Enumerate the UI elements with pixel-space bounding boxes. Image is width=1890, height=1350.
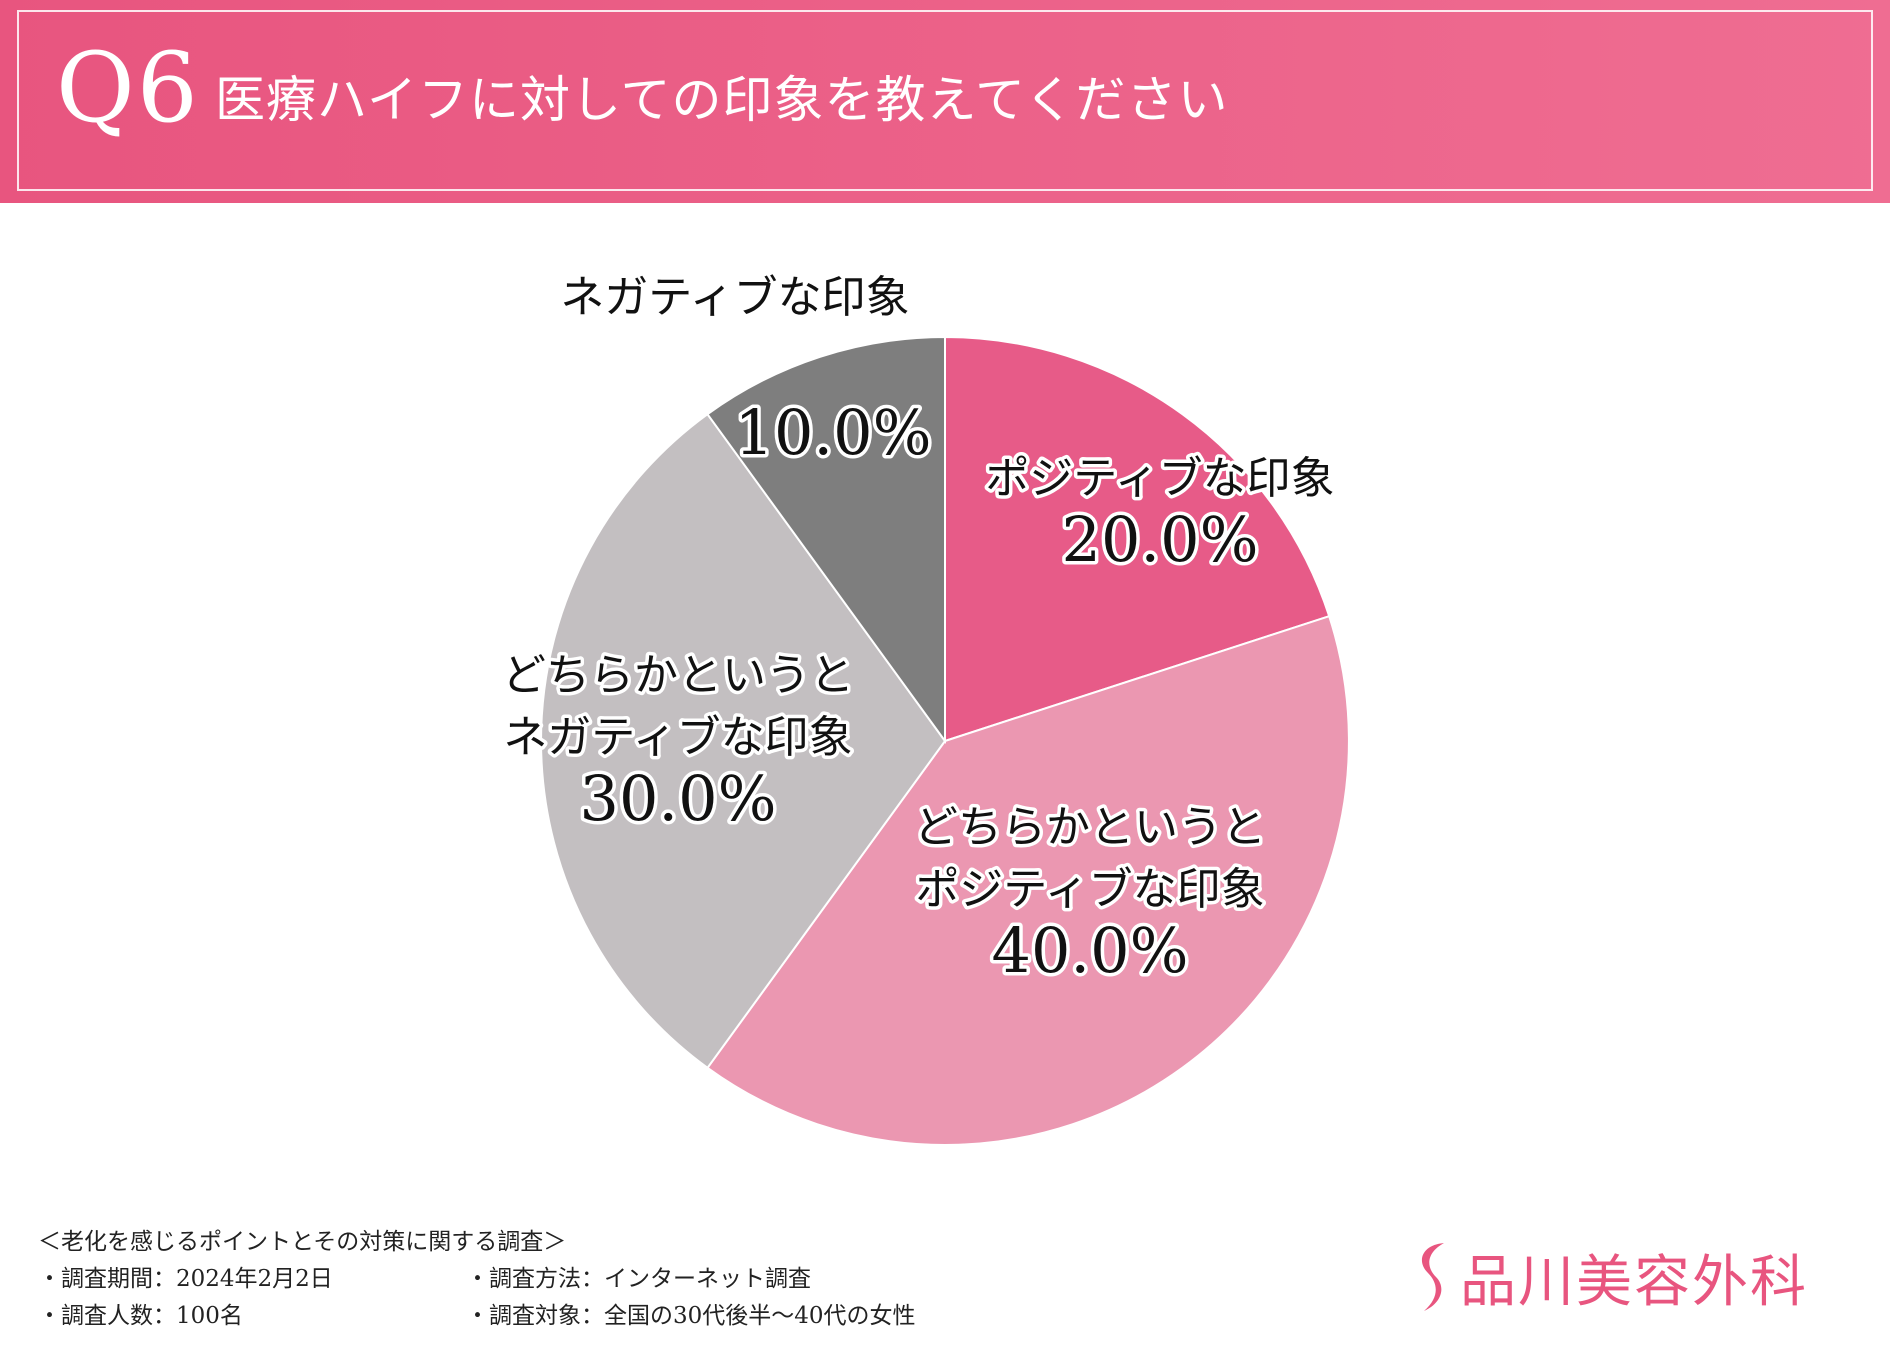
pie-slice — [706, 614, 1350, 1146]
header-banner: Q6 医療ハイフに対しての印象を教えてください — [0, 0, 1890, 203]
slice-value-label: 40.0% — [992, 914, 1189, 987]
slice-value-label: 20.0% — [1062, 503, 1259, 576]
survey-target: ・調査対象：全国の30代後半〜40代の女性 — [466, 1303, 916, 1329]
slice-label: どちらかというと — [502, 650, 854, 701]
pie-slice — [944, 335, 1331, 743]
pie-chart: ポジティブな印象20.0%どちらかというとポジティブな印象40.0%どちらかとい… — [502, 272, 1350, 1146]
pie-slice — [706, 335, 946, 745]
brand-logo: 品川美容外科 — [1408, 1237, 1808, 1317]
survey-title: ＜老化を感じるポイントとその対策に関する調査＞ — [38, 1229, 567, 1255]
header-border — [17, 10, 1873, 191]
survey-count: ・調査人数：100名 — [38, 1303, 243, 1329]
slice-label: ネガティブな印象 — [560, 272, 909, 323]
slice-label: ネガティブな印象 — [503, 712, 852, 763]
slice-label: どちらかというと — [914, 802, 1266, 853]
survey-info: ＜老化を感じるポイントとその対策に関する調査＞ ・調査期間：2024年2月2日 … — [38, 1224, 916, 1335]
question-text: 医療ハイフに対しての印象を教えてください — [215, 71, 1229, 129]
slice-value-label: 10.0% — [735, 396, 932, 469]
slice-label: ポジティブな印象 — [985, 453, 1334, 504]
pie-slice — [540, 412, 947, 1070]
slice-value-label: 30.0% — [580, 762, 777, 835]
s-swoosh-logo-icon — [1421, 1243, 1444, 1311]
slice-label: ポジティブな印象 — [915, 864, 1264, 915]
question-number: Q6 — [56, 32, 200, 144]
survey-method: ・調査方法：インターネット調査 — [466, 1266, 811, 1292]
brand-name: 品川美容外科 — [1460, 1249, 1808, 1315]
survey-period: ・調査期間：2024年2月2日 — [38, 1266, 333, 1292]
